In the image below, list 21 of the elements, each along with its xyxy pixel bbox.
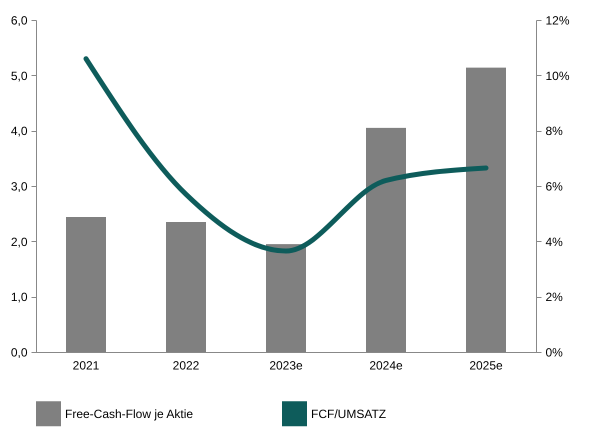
y-tick-label: 3,0 — [10, 180, 28, 194]
y2-tick-label: 0% — [546, 346, 564, 360]
y2-tick-label: 4% — [546, 234, 564, 249]
y2-tick-label: 8% — [546, 124, 564, 138]
x-tick-label: 2024e — [369, 358, 404, 372]
y-tick-label: 2,0 — [10, 234, 28, 249]
y2-tick-label: 10% — [546, 68, 570, 83]
x-tick-label: 2021 — [72, 358, 100, 372]
y-tick-label: 4,0 — [10, 124, 28, 138]
y-tick-label: 5,0 — [10, 68, 28, 83]
y2-tick-label: 12% — [546, 14, 570, 28]
x-tick-label: 2025e — [469, 358, 504, 372]
legend-label: Free-Cash-Flow je Aktie — [65, 406, 194, 421]
y-tick-label: 6,0 — [10, 14, 28, 28]
y2-tick-label: 2% — [546, 290, 564, 304]
x-tick-label: 2023e — [269, 358, 304, 372]
y-tick-label: 0,0 — [10, 346, 28, 360]
y2-tick-label: 6% — [546, 180, 564, 194]
legend-label: FCF/UMSATZ — [311, 406, 386, 421]
y-tick-label: 1,0 — [10, 290, 28, 304]
x-tick-label: 2022 — [172, 358, 200, 372]
